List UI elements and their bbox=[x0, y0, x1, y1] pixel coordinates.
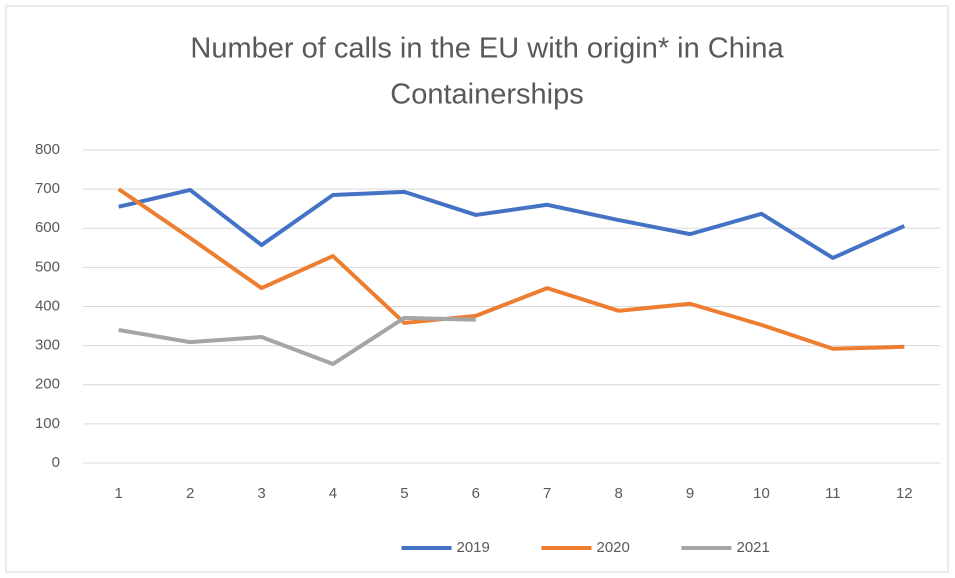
x-tick-label: 3 bbox=[257, 485, 265, 502]
chart-subtitle: Containerships bbox=[390, 79, 583, 111]
x-tick-label: 1 bbox=[115, 485, 123, 502]
x-tick-label: 11 bbox=[825, 485, 841, 502]
x-tick-label: 7 bbox=[543, 485, 551, 502]
line-series bbox=[118, 315, 476, 367]
y-tick-label: 600 bbox=[35, 219, 60, 236]
chart-border bbox=[5, 5, 949, 573]
y-tick-label: 0 bbox=[52, 454, 60, 471]
x-tick-label: 12 bbox=[896, 485, 913, 502]
chart-title: Number of calls in the EU with origin* i… bbox=[190, 33, 784, 65]
x-tick-label: 8 bbox=[614, 485, 622, 502]
y-tick-label: 100 bbox=[35, 415, 60, 432]
line-series bbox=[117, 187, 905, 351]
line-series bbox=[118, 187, 906, 260]
y-tick-label: 400 bbox=[35, 297, 60, 314]
legend-label: 2020 bbox=[597, 539, 630, 556]
y-tick-label: 700 bbox=[35, 180, 60, 197]
legend-label: 2021 bbox=[737, 539, 770, 556]
x-tick-label: 9 bbox=[686, 485, 694, 502]
y-tick-label: 500 bbox=[35, 258, 60, 275]
x-tick-label: 2 bbox=[186, 485, 194, 502]
y-tick-label: 200 bbox=[35, 376, 60, 393]
x-tick-label: 4 bbox=[329, 485, 337, 502]
x-tick-label: 10 bbox=[753, 485, 770, 502]
y-tick-label: 800 bbox=[35, 141, 60, 158]
legend-label: 2019 bbox=[457, 539, 490, 556]
x-tick-label: 5 bbox=[400, 485, 408, 502]
x-tick-label: 6 bbox=[472, 485, 480, 502]
y-tick-label: 300 bbox=[35, 337, 60, 354]
